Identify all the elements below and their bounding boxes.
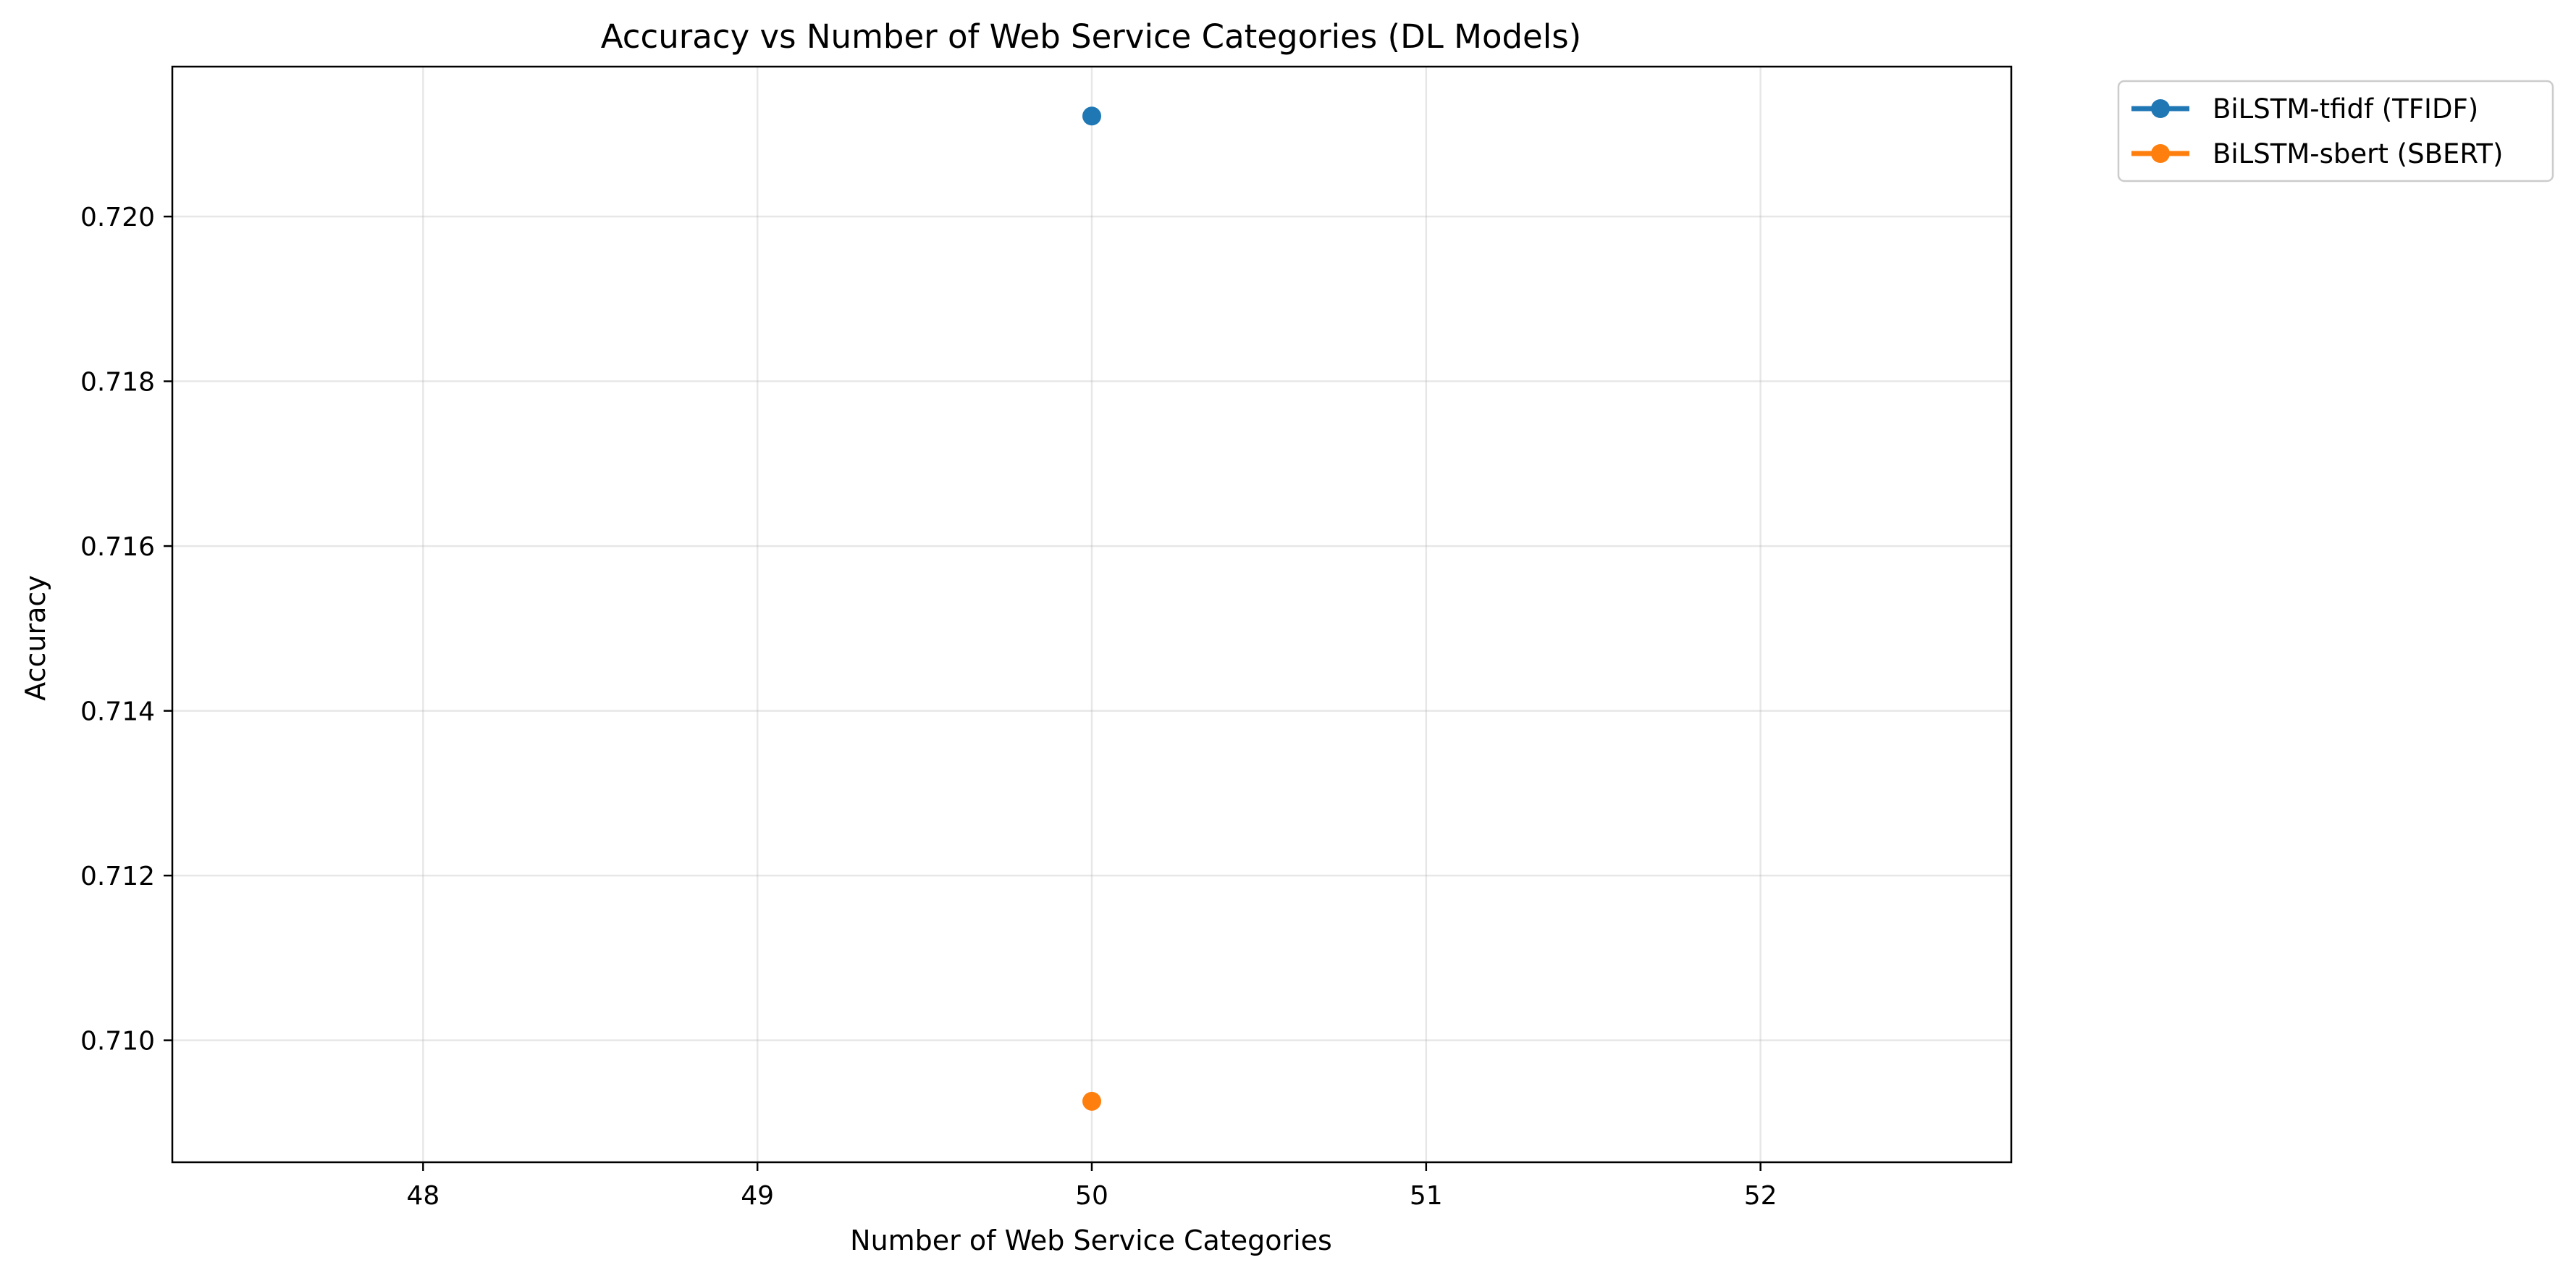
x-tick-label: 51 [1410, 1181, 1443, 1211]
y-tick-label: 0.714 [80, 697, 155, 727]
y-tick-label: 0.712 [80, 862, 155, 891]
legend-frame [2117, 80, 2554, 182]
x-axis-label: Number of Web Service Categories [850, 1225, 1332, 1256]
x-tick-label: 49 [741, 1181, 774, 1211]
x-tick-label: 50 [1075, 1181, 1108, 1211]
legend: BiLSTM-tfidf (TFIDF) BiLSTM-sbert (SBERT) [2117, 80, 2554, 182]
chart-title: Accuracy vs Number of Web Service Catego… [601, 17, 1581, 56]
y-tick-label: 0.716 [80, 532, 155, 562]
legend-marker-series-1 [2151, 99, 2170, 118]
tick-marks-and-labels: 48 49 50 51 52 0.710 0.712 0.714 0.716 0.718 0.720 [80, 203, 1777, 1211]
data-point-series-1 [1082, 106, 1101, 126]
data-points [1082, 106, 1101, 1111]
data-point-series-2 [1082, 1091, 1101, 1111]
y-tick-label: 0.710 [80, 1027, 155, 1057]
legend-marker-series-2 [2151, 144, 2170, 163]
x-tick-label: 48 [406, 1181, 439, 1211]
grid-lines [172, 67, 2011, 1162]
y-axis-label: Accuracy [20, 575, 51, 701]
legend-label-series-1: BiLSTM-tfidf (TFIDF) [2213, 93, 2478, 125]
legend-label-series-2: BiLSTM-sbert (SBERT) [2213, 138, 2503, 169]
y-tick-label: 0.720 [80, 203, 155, 232]
y-tick-label: 0.718 [80, 368, 155, 398]
x-tick-label: 52 [1744, 1181, 1777, 1211]
